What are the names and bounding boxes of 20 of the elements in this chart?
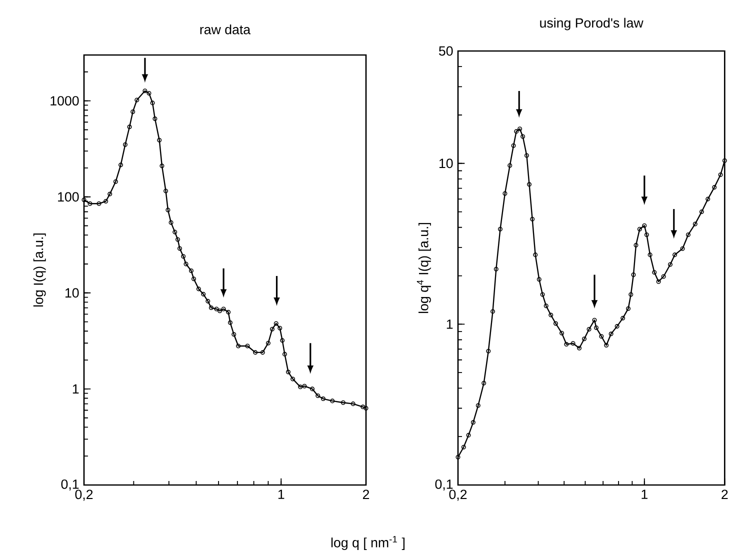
x-tick-label: 2: [362, 490, 370, 500]
chart-title: raw data: [200, 24, 251, 34]
y-tick-label: 10: [65, 288, 79, 298]
y-tick-label: 1: [446, 320, 453, 329]
y-tick-label: 1: [72, 384, 79, 394]
y-axis-title: log q$^{4}$ I(q) [a.u.]: [416, 223, 431, 313]
y-tick-label: 50: [439, 46, 453, 56]
y-tick-label: 10: [439, 158, 453, 168]
x-tick-label: 0,2: [449, 490, 467, 501]
x-axis-title: log q [ nm$^{-1}$ ]: [331, 536, 405, 550]
y-tick-label: 1000: [50, 96, 79, 106]
y-tick-label: 0,1: [61, 479, 79, 491]
y-tick-label: 100: [58, 192, 79, 202]
x-tick-label: 2: [722, 490, 728, 500]
y-axis-title: log I(q) [a.u.]: [33, 234, 46, 307]
chart-title: using Porod's law: [540, 18, 644, 30]
x-tick-label: 1: [278, 490, 284, 499]
x-tick-label: 1: [642, 490, 648, 499]
y-tick-label: 0,1: [435, 479, 453, 491]
x-tick-label: 0,2: [75, 490, 93, 501]
